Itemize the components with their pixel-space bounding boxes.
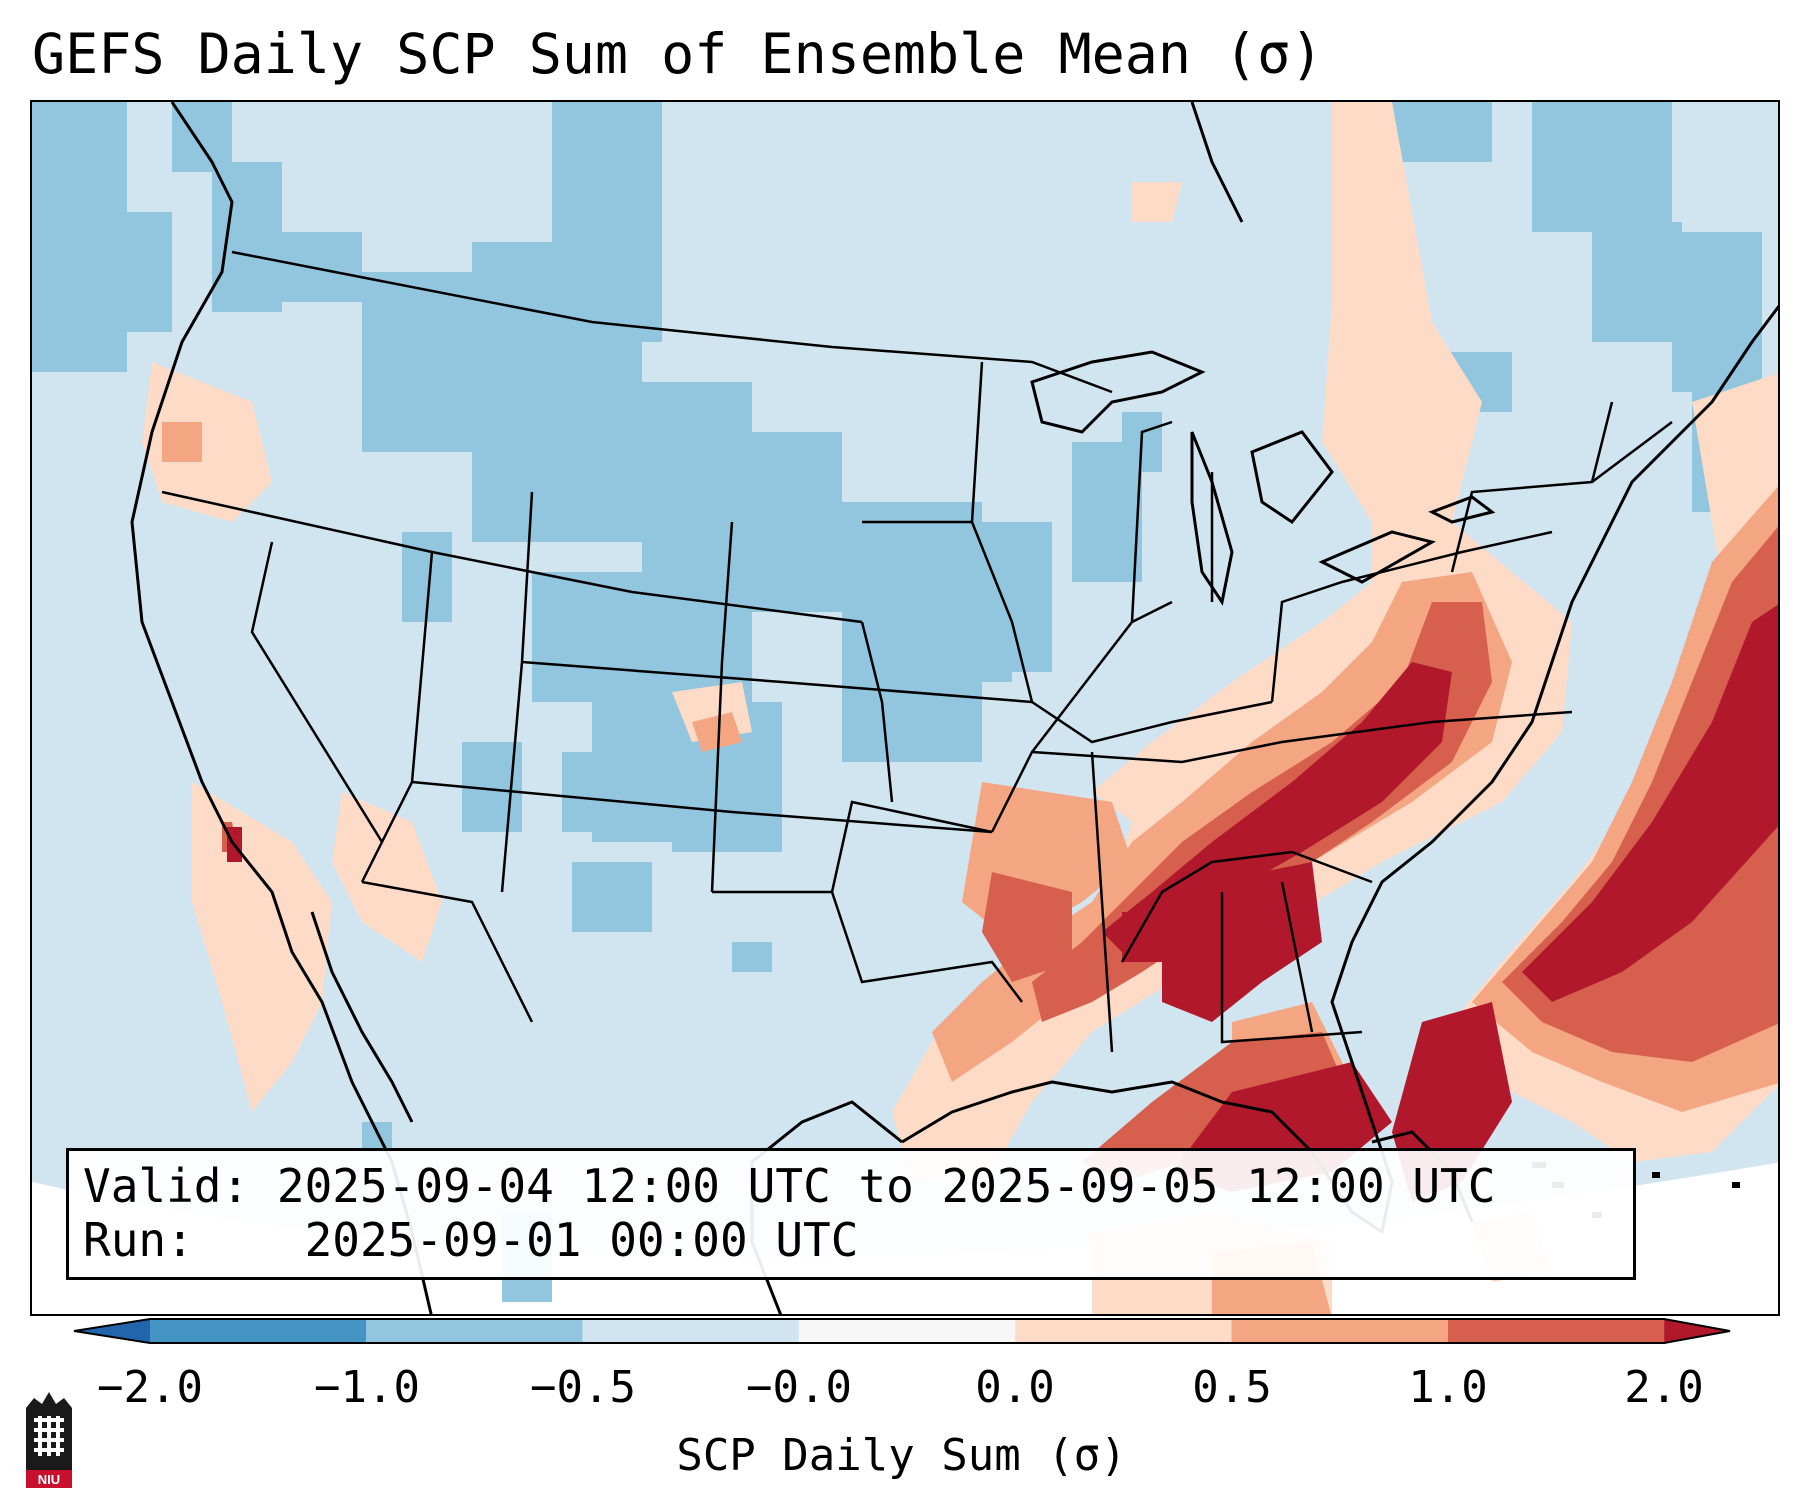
gulf-atlantic-coastline: [901, 304, 1778, 1234]
colorbar-bin: [582, 1319, 799, 1343]
logo-text: NIU: [38, 1472, 60, 1487]
tick-label: 0.5: [1192, 1362, 1272, 1413]
great-lakes: [1030, 350, 1496, 606]
run-label: Run:: [83, 1213, 194, 1267]
niu-logo: NIU: [26, 1392, 72, 1488]
chart-title: GEFS Daily SCP Sum of Ensemble Mean (σ): [32, 22, 1324, 86]
pacific-coastline: [130, 102, 433, 1314]
tick-label: −0.5: [530, 1362, 636, 1413]
valid-label: Valid:: [83, 1159, 250, 1213]
state-borders: [161, 250, 1673, 1053]
tick-label: −1.0: [314, 1362, 420, 1413]
tick-label: 1.0: [1408, 1362, 1488, 1413]
colorbar-bin: [366, 1319, 583, 1343]
colorbar-under-extension: [74, 1319, 150, 1343]
lake-ontario: [1428, 495, 1496, 524]
colorbar-bin: [150, 1319, 367, 1343]
tick-label: 2.0: [1624, 1362, 1704, 1413]
colorbar-bin: [1015, 1319, 1232, 1343]
lake-erie: [1318, 530, 1436, 584]
map-panel: [30, 100, 1780, 1316]
tick-label: 0.0: [975, 1362, 1055, 1413]
tick-label: −2.0: [97, 1362, 203, 1413]
colorbar-over-extension: [1664, 1319, 1730, 1343]
lake-michigan: [1190, 431, 1234, 606]
baja-coastline: [310, 911, 414, 1123]
colorbar-bin: [1447, 1319, 1665, 1343]
colorbar-bin: [798, 1319, 1016, 1343]
negative-anomaly-patches: [32, 102, 1762, 1302]
run-time: 2025-09-01 00:00 UTC: [304, 1213, 859, 1267]
colorbar-bin: [1231, 1319, 1448, 1343]
tick-label: −0.0: [746, 1362, 852, 1413]
scp-field-map: [32, 102, 1778, 1314]
lake-superior: [1030, 350, 1206, 434]
lake-huron: [1250, 430, 1334, 525]
colorbar: [73, 1318, 1731, 1344]
validity-info-box: Valid: 2025-09-04 12:00 UTC to 2025-09-0…: [66, 1148, 1636, 1280]
valid-time-range: 2025-09-04 12:00 UTC to 2025-09-05 12:00…: [276, 1159, 1496, 1213]
colorbar-label: SCP Daily Sum (σ): [676, 1430, 1127, 1481]
hudson-coast: [1190, 102, 1244, 223]
